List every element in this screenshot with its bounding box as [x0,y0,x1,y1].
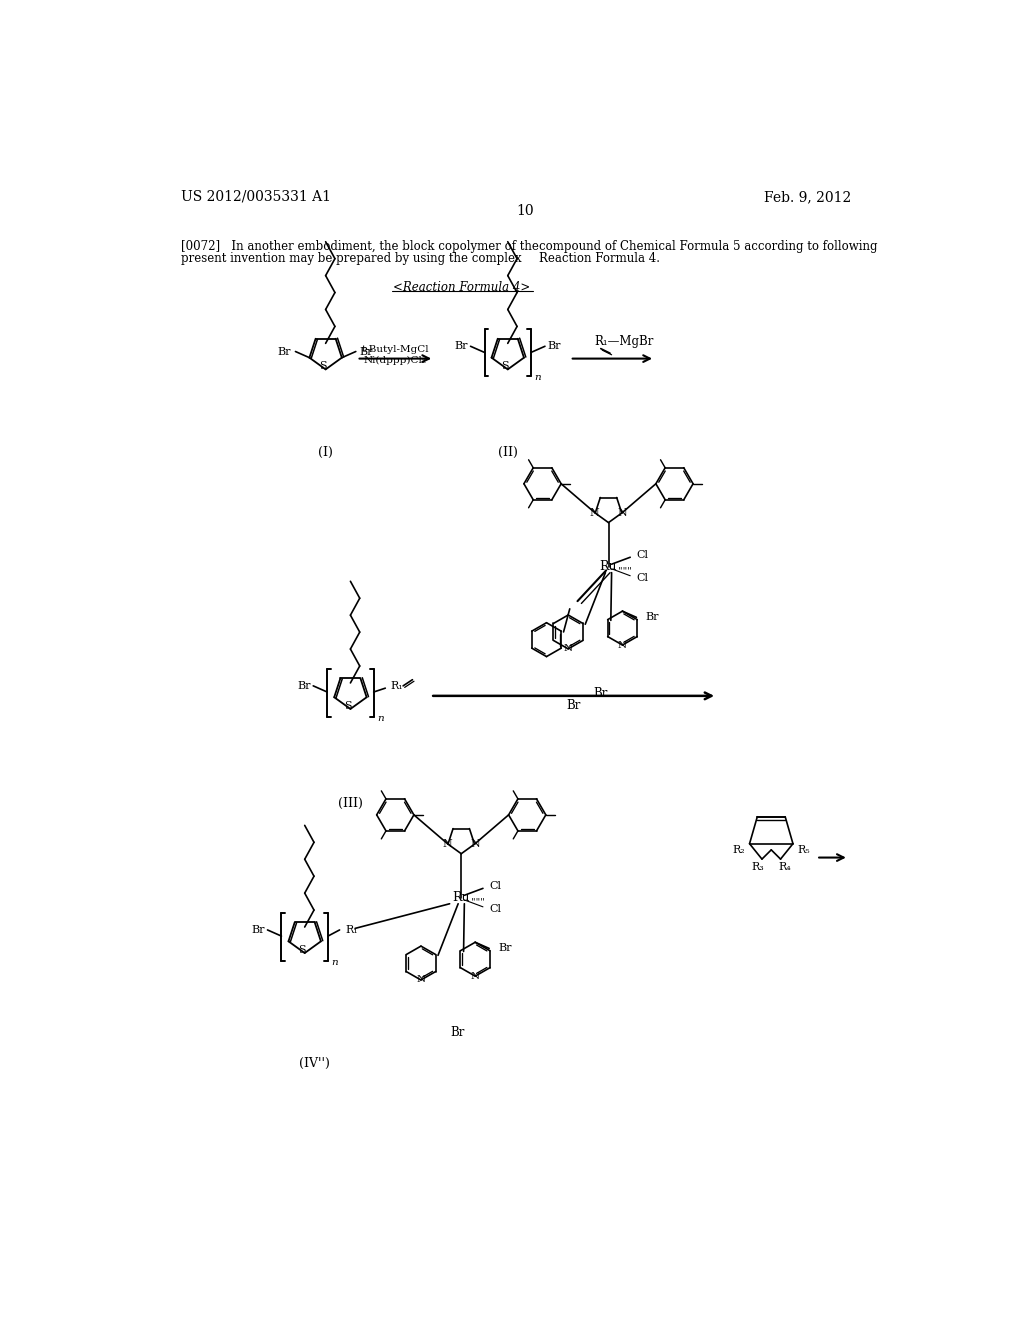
Text: Br: Br [548,342,561,351]
Text: Cl: Cl [636,550,648,560]
Text: N: N [563,644,572,653]
Text: N: N [470,840,480,849]
Text: N: N [590,508,599,517]
Text: Br: Br [566,698,581,711]
Text: n: n [377,714,383,722]
Text: R₃: R₃ [751,862,764,871]
Text: """: """ [617,566,632,576]
Text: Cl: Cl [636,573,648,583]
Text: R₂: R₂ [732,845,745,855]
Text: Feb. 9, 2012: Feb. 9, 2012 [764,190,851,203]
Text: US 2012/0035331 A1: US 2012/0035331 A1 [180,190,331,203]
Text: N: N [471,972,480,981]
Text: S: S [299,945,306,954]
Text: R₁—MgBr: R₁—MgBr [594,335,653,348]
Text: compound of Chemical Formula 5 according to following: compound of Chemical Formula 5 according… [539,240,878,253]
Text: Br: Br [297,681,310,690]
Text: Br: Br [455,342,468,351]
Text: Br: Br [278,347,292,356]
Text: Br: Br [594,686,608,700]
Text: N: N [617,508,628,517]
Text: <Reaction Formula 4>: <Reaction Formula 4> [392,281,529,294]
Text: present invention may be prepared by using the complex: present invention may be prepared by usi… [180,252,521,265]
Text: Br: Br [646,612,659,622]
Text: Br: Br [499,944,512,953]
Text: Br: Br [252,925,265,935]
Text: N: N [617,640,627,649]
Text: """: """ [471,898,484,907]
Text: [0072]   In another embodiment, the block copolymer of the: [0072] In another embodiment, the block … [180,240,539,253]
Text: Cl: Cl [489,904,501,915]
Text: S: S [319,362,327,371]
Text: S: S [502,362,509,371]
Text: R₁: R₁ [345,925,357,935]
Text: (IV''): (IV'') [299,1056,330,1069]
Text: (II): (II) [498,446,518,459]
Text: n: n [331,958,338,966]
Text: Ni(dppp)Cl₂: Ni(dppp)Cl₂ [364,356,427,366]
Text: Reaction Formula 4.: Reaction Formula 4. [539,252,659,265]
Text: n: n [535,372,541,381]
Text: N: N [442,840,452,849]
Text: N: N [417,975,426,985]
Text: Br: Br [451,1026,465,1039]
Text: t-Butyl-MgCl: t-Butyl-MgCl [361,345,429,354]
Text: Cl: Cl [489,880,501,891]
Text: R₅: R₅ [798,845,810,855]
Text: R₄: R₄ [779,862,792,871]
Text: Br: Br [359,347,374,356]
Text: (I): (I) [318,446,333,459]
Text: R₁: R₁ [391,681,403,690]
Text: Ru: Ru [600,560,617,573]
Text: S: S [344,701,352,711]
Text: Ru: Ru [453,891,470,904]
Text: 10: 10 [516,203,534,218]
Text: (III): (III) [338,797,362,810]
